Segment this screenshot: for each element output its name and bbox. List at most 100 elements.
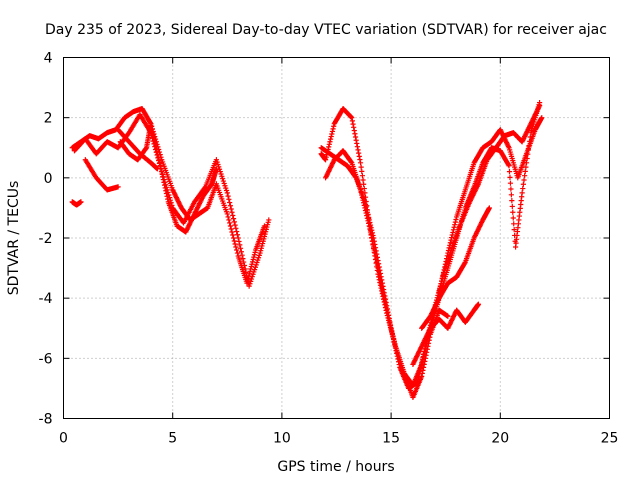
- data-point: [251, 252, 258, 258]
- data-point: [251, 254, 257, 260]
- data-point: [264, 224, 270, 230]
- data-point: [261, 223, 268, 229]
- data-point: [248, 263, 254, 270]
- data-point: [508, 186, 514, 192]
- data-point: [438, 281, 444, 287]
- data-point: [367, 226, 373, 232]
- data-points: [69, 100, 545, 401]
- data-point: [387, 320, 393, 326]
- x-tick-label: 20: [491, 431, 509, 447]
- data-point: [365, 218, 371, 224]
- series-track-11: [410, 301, 482, 367]
- data-point: [475, 301, 482, 307]
- y-axis-label: SDTVAR / TECUs: [6, 181, 22, 296]
- data-point: [254, 259, 260, 266]
- data-point: [437, 283, 443, 290]
- data-point: [386, 317, 392, 324]
- data-point: [160, 174, 166, 180]
- data-point: [373, 256, 379, 262]
- data-point: [150, 128, 156, 135]
- series-track-10: [419, 205, 492, 331]
- data-point: [420, 367, 426, 373]
- data-point: [360, 197, 366, 203]
- data-point: [379, 286, 385, 292]
- data-point: [220, 176, 226, 182]
- data-point: [231, 219, 237, 225]
- data-point: [378, 280, 384, 286]
- data-point: [376, 271, 382, 277]
- data-point: [377, 274, 383, 280]
- data-point: [453, 216, 459, 223]
- data-point: [165, 189, 171, 196]
- data-point: [441, 267, 447, 273]
- data-point: [349, 115, 355, 121]
- data-point: [506, 163, 512, 169]
- data-point: [355, 147, 361, 153]
- data-point: [237, 242, 243, 248]
- data-point: [369, 238, 375, 244]
- data-point: [324, 152, 330, 158]
- data-point: [255, 255, 262, 261]
- data-point: [237, 245, 244, 251]
- data-point: [450, 229, 456, 236]
- data-point: [234, 250, 241, 256]
- data-point: [537, 100, 543, 106]
- data-point: [264, 222, 271, 228]
- data-point: [258, 245, 264, 251]
- data-point: [426, 337, 432, 343]
- data-point: [423, 352, 429, 358]
- data-point: [246, 283, 252, 289]
- data-point: [357, 160, 364, 166]
- data-point: [244, 280, 250, 286]
- data-point: [510, 209, 516, 215]
- x-tick-labels: 0 5 10 15 20 25: [59, 431, 618, 447]
- data-point: [383, 304, 389, 310]
- data-point: [361, 202, 367, 208]
- data-point: [370, 241, 376, 247]
- data-point: [352, 131, 358, 137]
- data-point: [327, 139, 333, 145]
- data-point: [227, 220, 233, 226]
- data-point: [444, 253, 450, 259]
- data-point: [352, 134, 359, 140]
- data-point: [220, 178, 226, 184]
- data-point: [151, 131, 157, 137]
- y-tick-label: 0: [44, 171, 53, 187]
- data-point: [391, 338, 397, 344]
- data-point: [385, 312, 391, 318]
- data-point: [539, 115, 545, 121]
- data-point: [366, 220, 372, 226]
- data-point: [224, 211, 230, 217]
- data-point: [143, 146, 149, 152]
- data-point: [380, 289, 386, 295]
- data-point: [166, 195, 173, 201]
- data-point: [159, 169, 165, 175]
- axis-ticks: [63, 57, 610, 419]
- data-point: [358, 189, 364, 196]
- data-point: [388, 325, 394, 331]
- data-point: [257, 250, 263, 256]
- data-point: [442, 261, 448, 267]
- data-point: [376, 268, 382, 274]
- data-point: [252, 266, 258, 273]
- data-point: [240, 256, 246, 262]
- data-point: [359, 173, 365, 179]
- data-point: [523, 164, 529, 170]
- data-point: [247, 268, 253, 274]
- data-point: [520, 181, 526, 187]
- data-point: [250, 256, 256, 263]
- data-point: [330, 126, 336, 132]
- data-point: [222, 183, 228, 189]
- data-point: [440, 269, 447, 276]
- data-point: [156, 158, 162, 164]
- y-tick-label: -6: [39, 351, 53, 367]
- data-point: [381, 292, 387, 298]
- x-tick-label: 10: [273, 431, 291, 447]
- y-tick-label: -8: [39, 412, 53, 428]
- data-point: [508, 192, 514, 198]
- data-point: [362, 205, 368, 211]
- series-track-6: [117, 121, 268, 286]
- data-point: [356, 150, 362, 156]
- y-tick-label: 4: [44, 51, 53, 67]
- data-point: [230, 235, 237, 241]
